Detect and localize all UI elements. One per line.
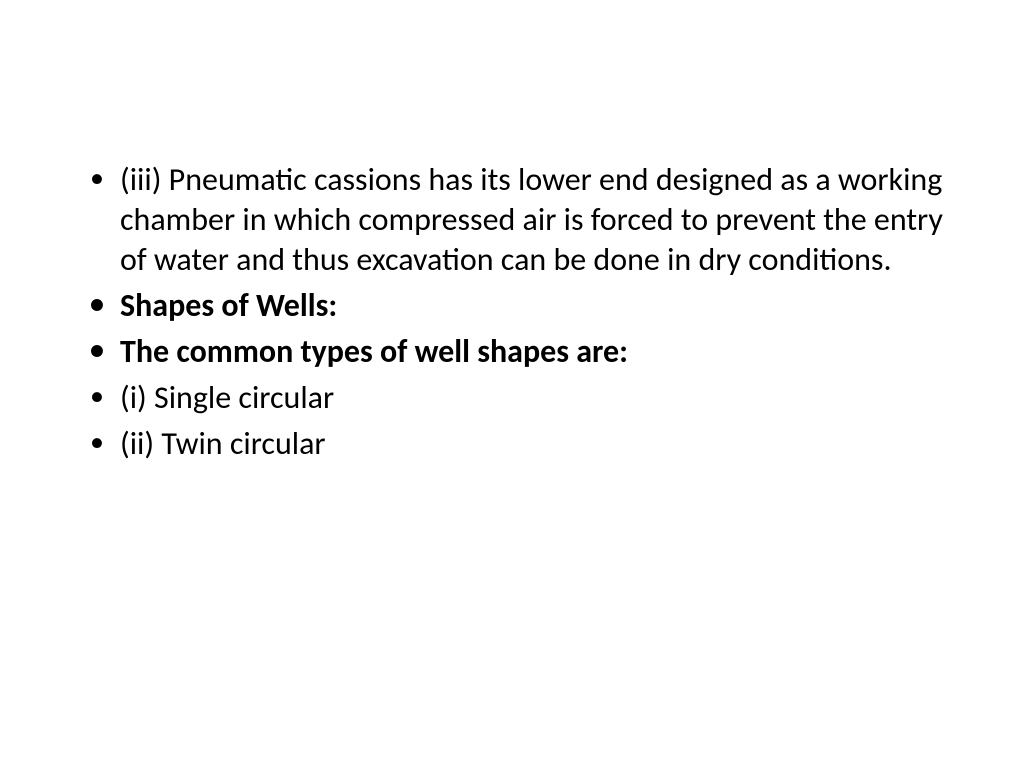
list-item: (iii) Pneumatic cassions has its lower e…: [120, 160, 954, 280]
bullet-list: (iii) Pneumatic cassions has its lower e…: [70, 160, 954, 464]
bullet-text: (i) Single circular: [120, 378, 334, 417]
bullet-text: The common types of well shapes are:: [120, 332, 628, 371]
bullet-text: (ii) Twin circular: [120, 424, 326, 463]
slide: (iii) Pneumatic cassions has its lower e…: [0, 0, 1024, 768]
bullet-text: Shapes of Wells:: [120, 286, 337, 325]
list-item: (i) Single circular: [120, 378, 954, 418]
bullet-text: (iii) Pneumatic cassions has its lower e…: [120, 160, 943, 279]
list-item: Shapes of Wells:: [120, 286, 954, 326]
list-item: (ii) Twin circular: [120, 424, 954, 464]
list-item: The common types of well shapes are:: [120, 332, 954, 372]
